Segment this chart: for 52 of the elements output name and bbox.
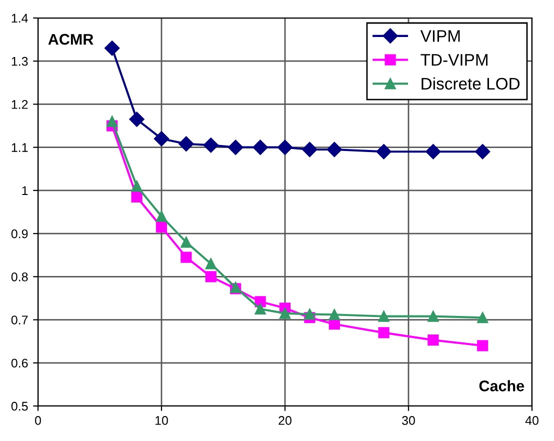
- point: [131, 180, 142, 192]
- y-axis-title: ACMR: [48, 34, 94, 45]
- x-tick-label: 10: [156, 416, 168, 425]
- x-tick-label: 30: [402, 416, 415, 425]
- point: [426, 144, 441, 160]
- point: [156, 222, 168, 233]
- point: [477, 340, 488, 352]
- point: [304, 308, 316, 320]
- point: [477, 312, 488, 324]
- y-tick-label: 0.7: [11, 316, 28, 324]
- y-tick-label: 1.4: [12, 14, 28, 23]
- point: [378, 327, 390, 338]
- legend-label: VIPM: [420, 30, 460, 42]
- point: [376, 144, 392, 160]
- point: [302, 142, 318, 158]
- y-tick-label: 0.6: [11, 358, 28, 368]
- x-tick-label: 40: [525, 416, 538, 425]
- point: [326, 142, 342, 158]
- y-tick-label: 0.5: [11, 402, 28, 411]
- x-tick-label: 0: [35, 416, 41, 425]
- point: [205, 258, 216, 270]
- point: [180, 252, 192, 263]
- y-tick-label: 1.2: [12, 100, 28, 109]
- x-axis-title: Cache: [479, 380, 524, 392]
- point: [203, 138, 218, 153]
- point: [180, 236, 192, 248]
- point: [106, 116, 118, 128]
- point: [428, 334, 439, 346]
- point: [104, 40, 120, 56]
- point: [428, 310, 439, 322]
- y-tick-label: 0.8: [11, 272, 28, 282]
- point: [129, 112, 144, 127]
- x-tick-label: 20: [278, 416, 292, 425]
- point: [252, 140, 268, 155]
- point: [475, 144, 490, 160]
- point: [254, 303, 266, 315]
- point: [328, 309, 340, 320]
- point: [131, 191, 142, 202]
- y-tick-label: 0.9: [11, 229, 28, 238]
- point: [154, 131, 170, 146]
- y-tick-label: 1.1: [12, 143, 28, 152]
- point: [279, 308, 291, 319]
- y-tick-label: 1.3: [12, 56, 28, 66]
- point: [228, 140, 244, 155]
- legend-label: TD-VIPM: [420, 54, 488, 66]
- point: [178, 136, 194, 152]
- point: [156, 210, 168, 222]
- legend-label: Discrete LOD: [422, 77, 520, 90]
- point: [277, 140, 293, 155]
- point: [205, 271, 216, 282]
- y-tick-label: 1: [22, 186, 28, 195]
- point: [378, 310, 390, 322]
